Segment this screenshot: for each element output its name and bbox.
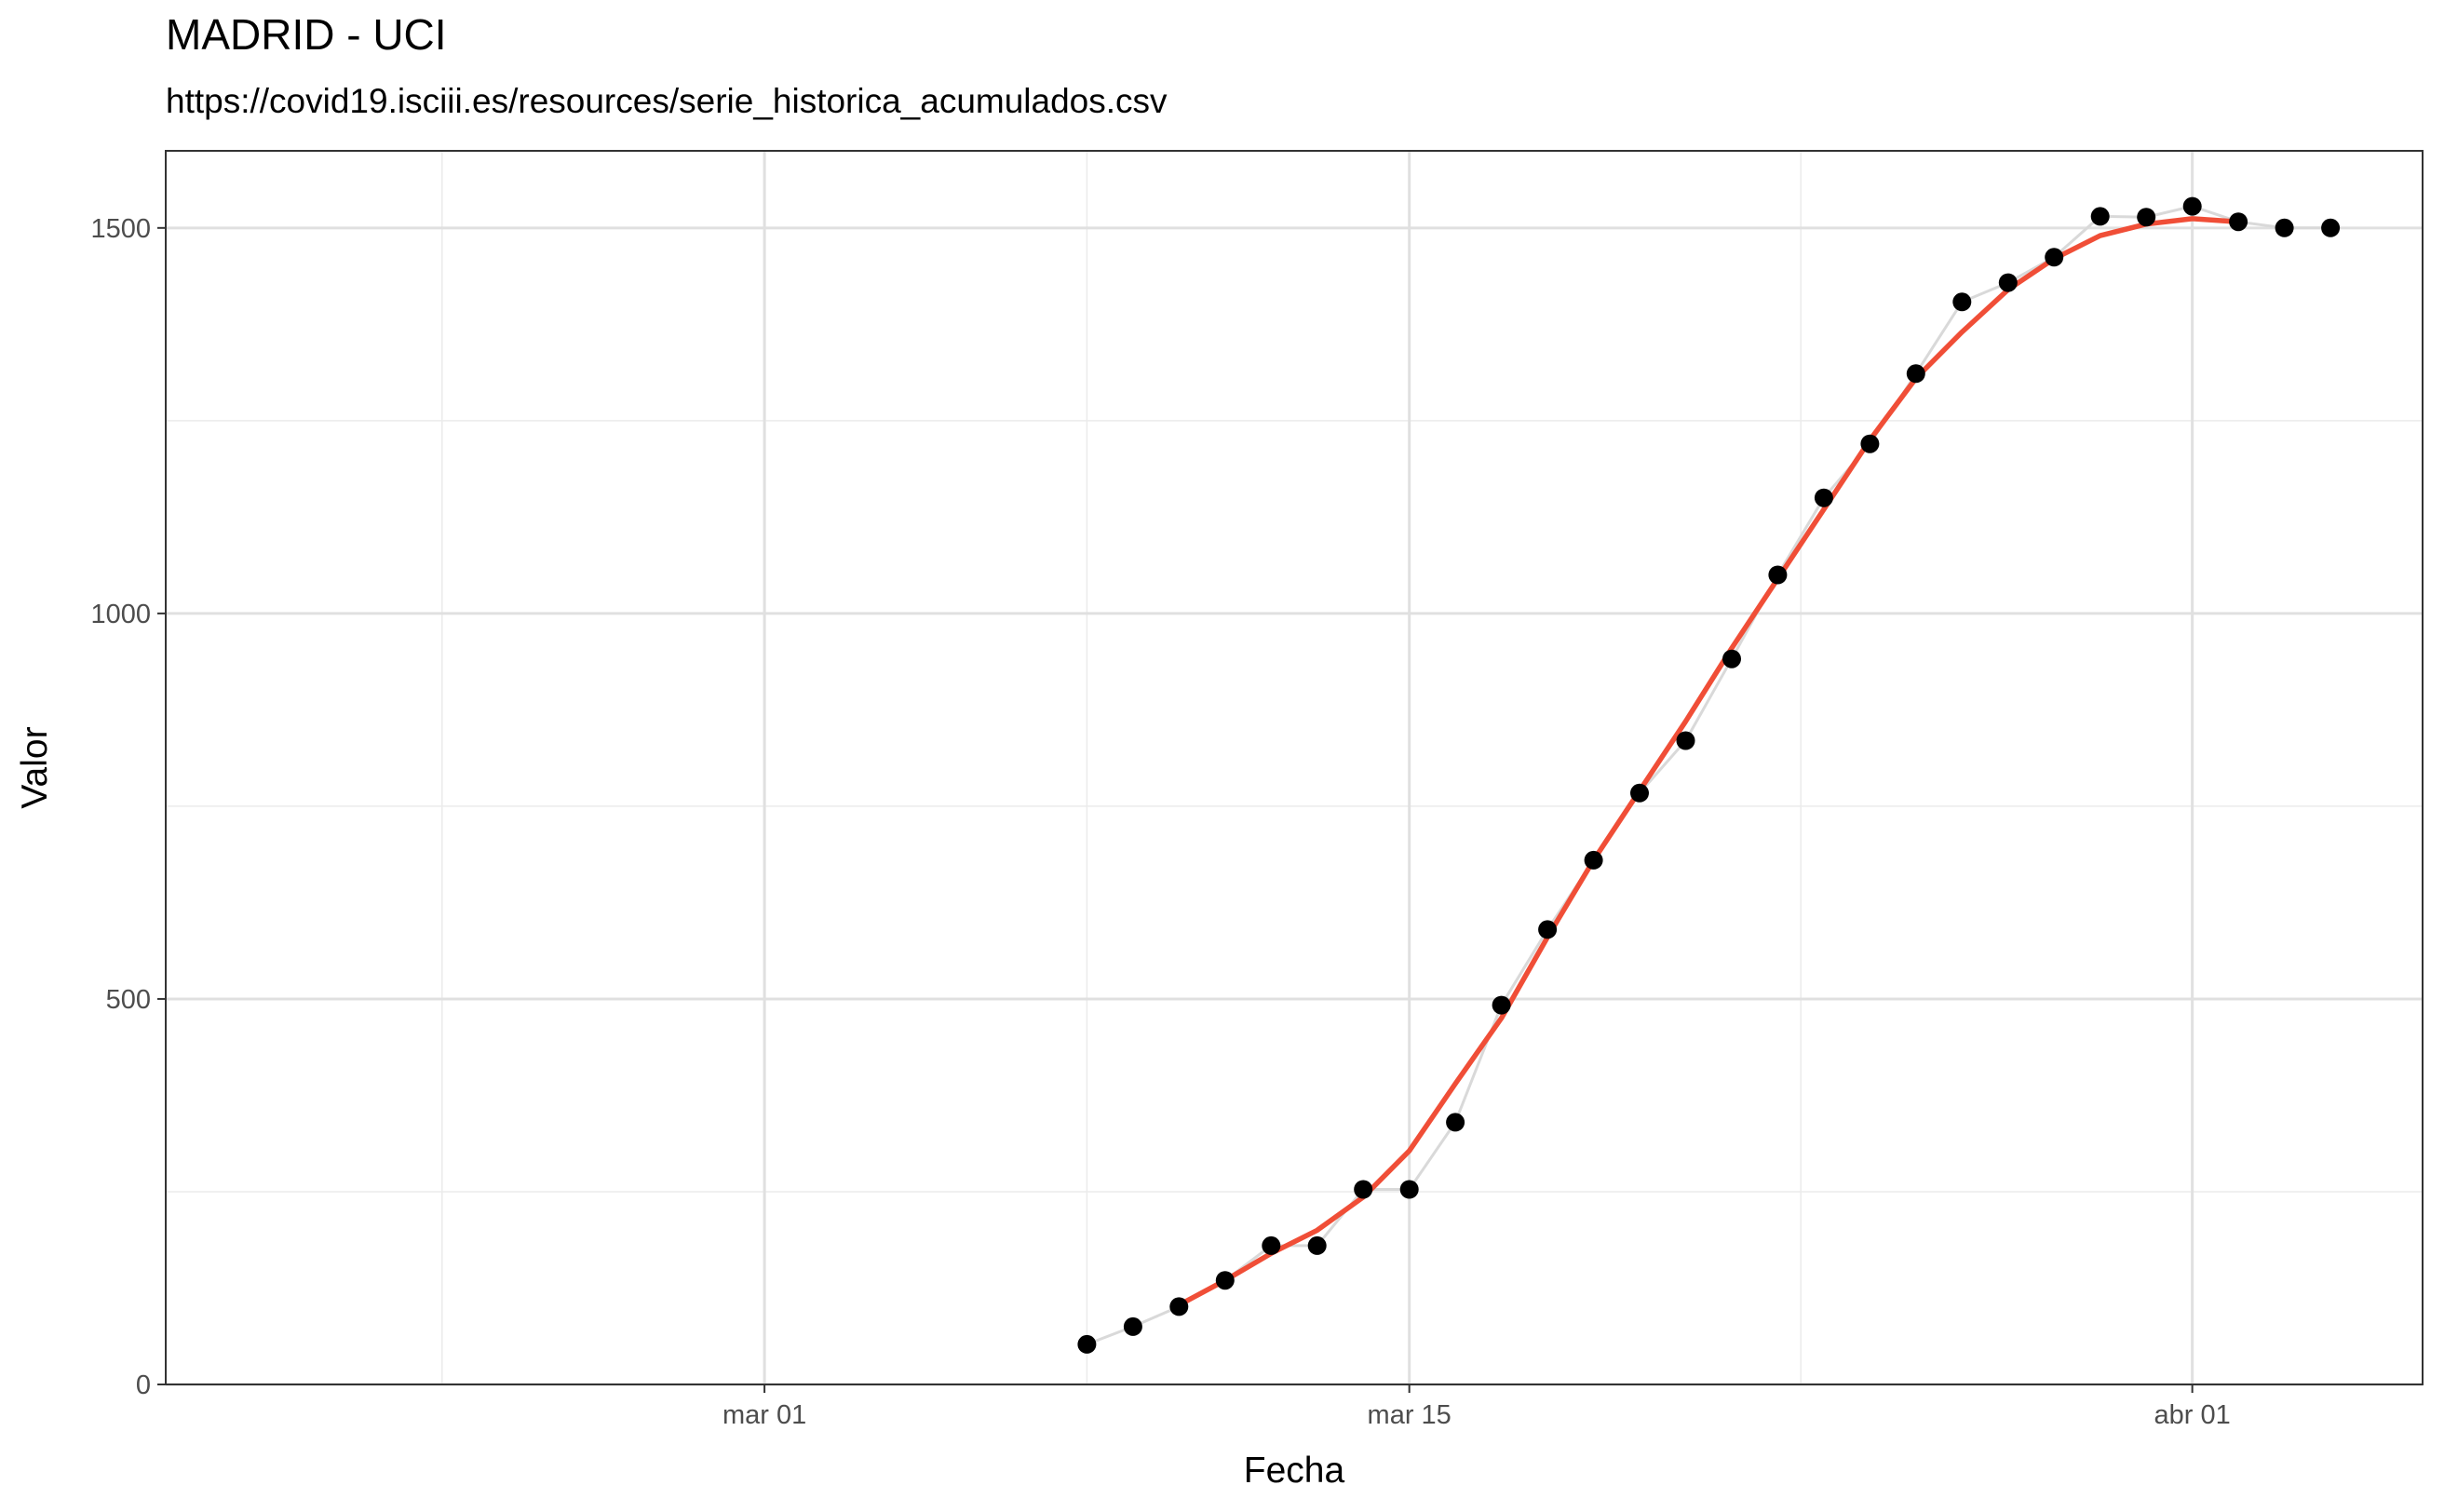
series-connector-line [1086, 205, 2331, 1346]
panel-background [166, 151, 2423, 1384]
y-axis-title: Valor [15, 726, 55, 808]
data-point [2045, 248, 2064, 267]
data-point [1676, 731, 1695, 750]
data-point [1262, 1235, 1281, 1255]
data-point [1399, 1180, 1419, 1199]
data-point [1814, 488, 1833, 507]
data-point [2137, 208, 2156, 227]
data-point [2275, 218, 2294, 237]
tick-layer: 0 500 1000 1500 mar 01 mar 15 abr 01 [90, 214, 2230, 1430]
data-point [1584, 850, 1603, 870]
data-point [1446, 1113, 1465, 1132]
data-point [1952, 292, 1972, 312]
x-tick-label: mar 01 [722, 1400, 806, 1430]
chart-title: MADRID - UCI [166, 10, 447, 59]
y-tick-label: 0 [136, 1370, 151, 1400]
data-point [1492, 995, 1511, 1015]
data-point [2182, 196, 2202, 216]
data-point [1215, 1271, 1235, 1290]
data-point [2229, 212, 2248, 232]
data-point [1307, 1235, 1327, 1255]
data-point [1768, 565, 1788, 585]
y-tick-label: 1000 [90, 600, 151, 629]
y-tick-label: 1500 [90, 214, 151, 244]
data-point [1630, 783, 1649, 803]
panel-border [165, 150, 2424, 1385]
data-point [1077, 1334, 1097, 1354]
data-point [1998, 273, 2018, 292]
x-tick-label: mar 15 [1368, 1400, 1452, 1430]
data-layer [1077, 196, 2341, 1354]
grid-layer [166, 151, 2423, 1386]
data-point [1123, 1316, 1142, 1336]
data-point [1538, 920, 1558, 939]
data-point [1906, 364, 1925, 384]
data-point [1169, 1297, 1189, 1316]
x-axis-title: Fecha [1244, 1451, 1345, 1491]
x-tick-label: abr 01 [2154, 1400, 2231, 1430]
y-tick-label: 500 [106, 985, 151, 1015]
data-point [1860, 434, 1880, 453]
data-point [1722, 649, 1741, 668]
data-point [2321, 218, 2341, 237]
chart-subtitle: https://covid19.isciii.es/resources/seri… [166, 82, 1168, 120]
data-point [1354, 1180, 1373, 1199]
data-point [2090, 207, 2110, 226]
